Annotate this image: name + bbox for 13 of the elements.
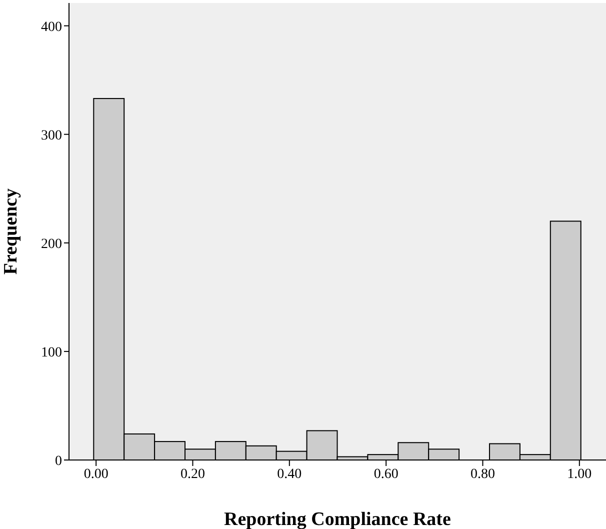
x-tick-label: 0.40 (277, 466, 302, 482)
y-tick-label: 200 (41, 236, 62, 252)
x-tick-label: 1.00 (567, 466, 592, 482)
y-tick-label: 100 (41, 345, 62, 360)
y-tick-label: 400 (41, 20, 62, 35)
y-tick-label: 300 (41, 128, 62, 144)
x-tick-label: 0.20 (180, 466, 205, 482)
x-tick-label: 0.60 (374, 466, 398, 482)
y-axis-title: Frequency (0, 188, 22, 275)
x-tick-label: 0.80 (470, 466, 495, 482)
y-tick-label: 0 (55, 454, 62, 469)
x-axis-title: Reporting Compliance Rate (224, 509, 451, 529)
x-tick-label: 0.00 (84, 466, 108, 482)
